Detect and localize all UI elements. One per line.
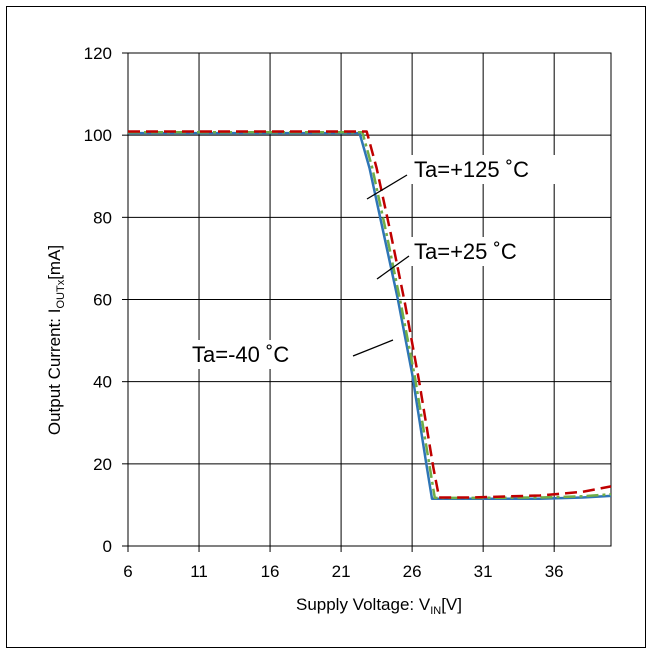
annotations: Ta=+125 ˚C Ta=+25 ˚C Ta=-40 ˚C [188, 155, 566, 369]
y-tick-labels: 0 20 40 60 80 100 120 [84, 44, 112, 556]
y-tick-label: 120 [84, 44, 112, 63]
y-tick-label: 80 [93, 208, 112, 227]
x-tick-label: 21 [332, 562, 351, 581]
x-tick-labels: 6 11 16 21 26 31 36 [123, 562, 563, 581]
y-axis-label: Output Current: IOUTx[mA] [45, 245, 67, 435]
grid [122, 52, 611, 552]
y-tick-label: 20 [93, 455, 112, 474]
annotation-bg [410, 237, 550, 266]
y-tick-label: 60 [93, 291, 112, 310]
x-tick-label: 11 [190, 562, 208, 581]
x-axis-label: Supply Voltage: VIN[V] [296, 595, 462, 617]
series-lines [128, 130, 612, 501]
x-tick-label: 16 [261, 562, 280, 581]
series-line [128, 131, 612, 501]
y-tick-label: 0 [103, 537, 112, 556]
y-tick-label: 40 [93, 373, 112, 392]
annotation-leader [352, 339, 394, 357]
annotation-leader [376, 255, 410, 280]
series-line [128, 130, 612, 499]
x-tick-label: 36 [545, 562, 564, 581]
series-line [128, 131, 612, 500]
annotation-leader [366, 174, 408, 200]
annotation-label: Ta=+125 ˚C [414, 157, 529, 182]
annotation-bg [410, 155, 566, 184]
x-tick-label: 6 [123, 562, 132, 581]
annotation-label: Ta=+25 ˚C [414, 239, 517, 264]
x-tick-label: 31 [474, 562, 493, 581]
plot-area [127, 52, 612, 547]
y-tick-label: 100 [84, 126, 112, 145]
chart-frame [6, 6, 646, 648]
x-tick-label: 26 [403, 562, 422, 581]
annotation-label: Ta=-40 ˚C [192, 342, 289, 367]
annotation-bg [188, 340, 322, 369]
